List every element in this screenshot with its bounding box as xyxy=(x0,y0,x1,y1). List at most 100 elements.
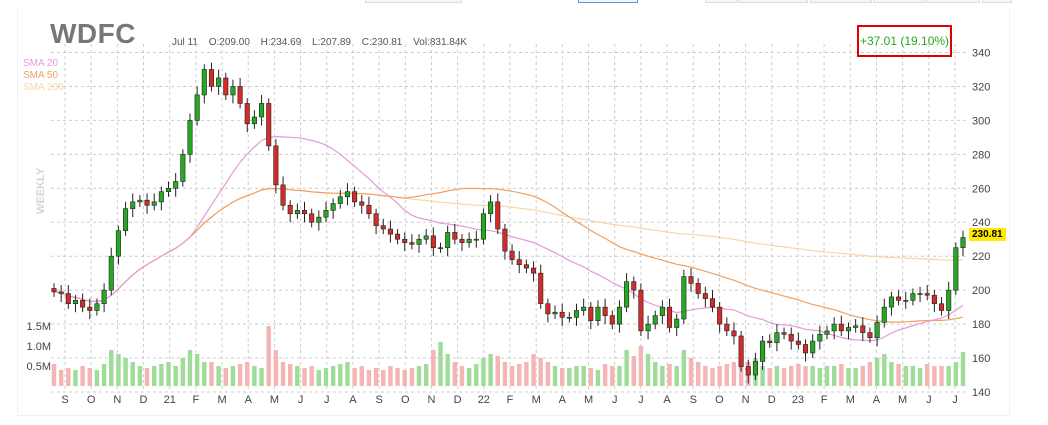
x-tick-label: N xyxy=(427,394,435,406)
volume-bar xyxy=(316,370,322,386)
x-tick-label: M xyxy=(532,394,541,406)
candle-body xyxy=(251,116,257,125)
tab-8[interactable] xyxy=(982,0,1012,3)
candle-body xyxy=(523,264,529,269)
tab-5[interactable] xyxy=(810,0,872,3)
sma-polyline xyxy=(53,135,964,342)
candle-body xyxy=(108,255,114,291)
candle-body xyxy=(51,288,57,293)
candle-body xyxy=(595,306,601,322)
sma20-line xyxy=(53,135,964,342)
candle-body xyxy=(581,306,587,311)
volume-bar xyxy=(710,368,715,386)
volume-bar xyxy=(58,370,64,386)
volume-bar xyxy=(953,362,959,386)
candle-body xyxy=(72,300,78,305)
sma200-line xyxy=(53,187,964,303)
volume-bar xyxy=(824,366,830,386)
candle-body xyxy=(259,103,265,118)
volume-tick-label: 1.5M xyxy=(27,321,51,333)
volume-bar xyxy=(187,350,193,386)
volume-bar xyxy=(459,366,465,386)
volume-bar xyxy=(817,368,823,386)
volume-bar xyxy=(760,366,765,386)
volume-bar xyxy=(846,368,851,386)
candle-body xyxy=(101,289,107,305)
candle-body xyxy=(158,191,164,203)
candle-body xyxy=(860,325,866,333)
volume-bar xyxy=(631,356,636,386)
volume-bar xyxy=(202,362,207,386)
y-tick-label: 140 xyxy=(972,387,990,399)
volume-bar xyxy=(774,366,780,386)
candle-body xyxy=(738,335,744,367)
tab-3[interactable] xyxy=(705,0,737,3)
close-value: C:230.81 xyxy=(361,37,403,48)
volume-tick-label: 1.0M xyxy=(27,341,51,353)
candle-body xyxy=(874,322,880,338)
y-tick-label: 240 xyxy=(972,217,990,229)
grid xyxy=(51,44,966,393)
candle-body xyxy=(359,201,365,206)
interval-label: WEEKLY xyxy=(35,167,47,214)
volume-bar xyxy=(245,362,250,386)
volume-bar xyxy=(173,366,178,386)
volume-bar xyxy=(431,350,436,386)
volume-bar xyxy=(223,368,228,386)
volume-bar xyxy=(409,368,415,386)
candle-body xyxy=(559,311,565,318)
tab-7[interactable] xyxy=(926,0,980,3)
candle-body xyxy=(301,210,308,215)
volume-bar xyxy=(309,366,314,386)
tab-6[interactable] xyxy=(873,0,925,3)
candle-body xyxy=(588,306,594,322)
candle-body xyxy=(344,191,350,198)
x-tick-label: O xyxy=(401,394,410,406)
candle-body xyxy=(330,203,336,211)
volume-bar xyxy=(445,354,450,386)
sma50-legend: SMA 50 xyxy=(23,70,59,81)
volume-bar xyxy=(567,368,572,386)
candle-body xyxy=(788,333,794,342)
candle-body xyxy=(638,289,644,332)
volume-bar xyxy=(488,354,493,386)
chart-frame xyxy=(17,8,1010,416)
candle-body xyxy=(602,306,608,316)
volume-bar xyxy=(781,368,787,386)
volume-bar xyxy=(495,356,500,386)
volume-bar xyxy=(230,366,236,386)
candle-body xyxy=(194,94,200,121)
volume-bar xyxy=(839,364,844,386)
volume-bar xyxy=(345,362,350,386)
volume-bar xyxy=(789,366,794,386)
candle-body xyxy=(881,306,887,323)
volume-bar xyxy=(939,366,944,386)
candle-body xyxy=(115,230,121,257)
volume-bar xyxy=(466,368,472,386)
x-tick-label: N xyxy=(113,394,121,406)
candle-body xyxy=(287,204,293,215)
x-tick-label: J xyxy=(298,394,304,406)
candle-body xyxy=(309,213,315,223)
tab-1[interactable] xyxy=(365,0,462,3)
candle-body xyxy=(652,315,658,325)
tab-2[interactable] xyxy=(578,0,638,3)
volume-bar xyxy=(416,366,422,386)
candle-body xyxy=(674,318,680,328)
price-change-badge: +37.01 (19.10%) xyxy=(857,25,952,57)
x-tick-label: J xyxy=(324,394,330,406)
tab-4[interactable] xyxy=(738,0,808,3)
candle-body xyxy=(130,201,136,209)
candle-body xyxy=(616,306,622,325)
volume-bar xyxy=(903,366,908,386)
candle-body xyxy=(659,306,665,316)
volume-axis-ticks: 0.5M 1.0M 1.5M xyxy=(27,321,51,373)
candle-body xyxy=(466,238,472,243)
volume-bar xyxy=(73,370,78,386)
candle-body xyxy=(531,267,537,274)
candle-body xyxy=(566,317,572,319)
candle-body xyxy=(373,213,379,226)
candle-body xyxy=(667,306,673,328)
open-value: O:209.00 xyxy=(208,37,250,48)
sma-polyline xyxy=(53,187,964,323)
